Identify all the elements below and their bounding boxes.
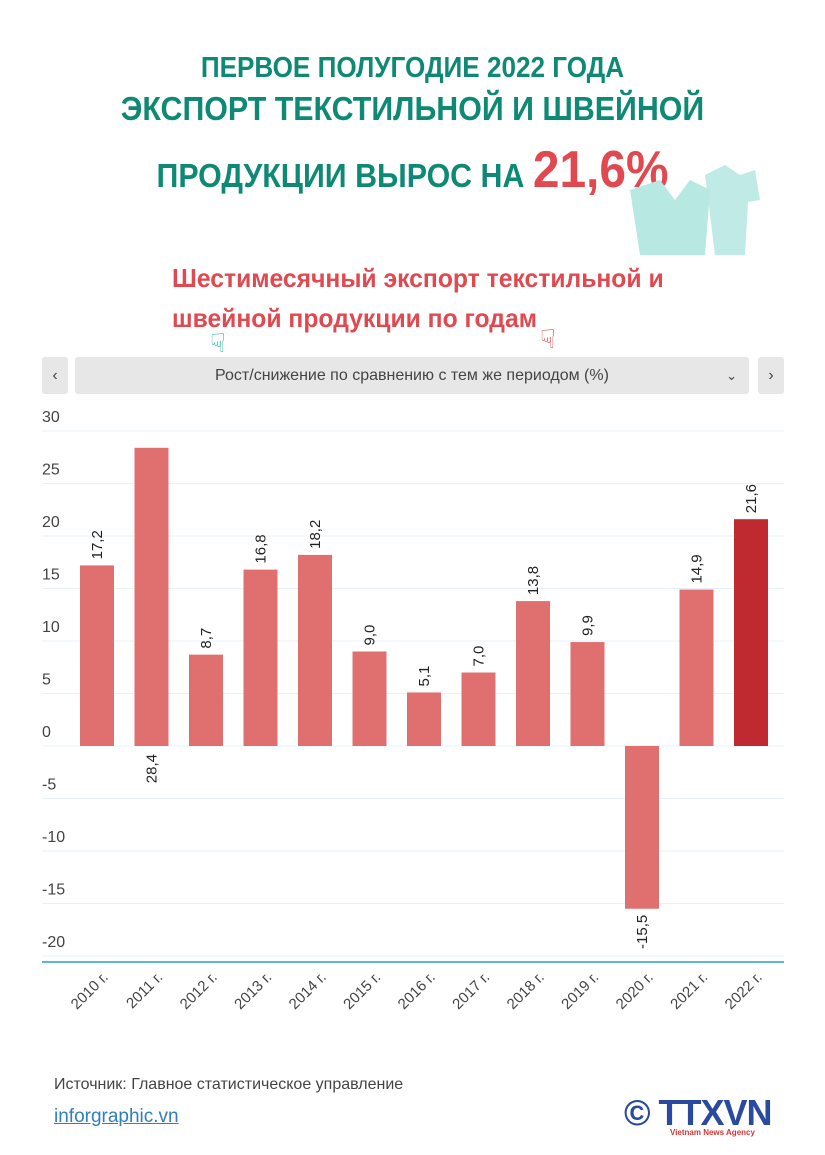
- data-label: 9,9: [580, 615, 597, 636]
- y-tick-label: -20: [42, 934, 65, 951]
- x-tick-label: 2021 г.: [667, 969, 711, 1013]
- bar: [570, 642, 605, 746]
- bar: [625, 746, 659, 909]
- y-tick-label: 10: [42, 619, 60, 636]
- bar: [679, 589, 714, 746]
- y-tick-label: 0: [42, 724, 51, 741]
- data-label: 28,4: [144, 754, 161, 783]
- y-tick-label: 30: [42, 409, 60, 426]
- data-label: 18,2: [307, 520, 324, 549]
- bar: [352, 651, 387, 746]
- data-label: 13,8: [525, 566, 542, 595]
- data-label: 9,0: [362, 625, 379, 646]
- bar: [516, 601, 550, 746]
- title-line-3-text: ПРОДУКЦИИ ВЫРОС НА: [156, 157, 525, 194]
- y-tick-label: 5: [42, 672, 51, 689]
- chart-subtitle: Шестимесячный экспорт текстильной и швей…: [172, 263, 664, 333]
- title-line-3: ПРОДУКЦИИ ВЫРОС НА 21,6%: [33, 140, 792, 200]
- x-tick-label: 2011 г.: [123, 969, 166, 1012]
- bar: [461, 672, 496, 746]
- prev-button[interactable]: ‹: [42, 357, 68, 394]
- pointing-hand-icon: ☟: [540, 324, 556, 354]
- x-tick-label: 2020 г.: [613, 969, 657, 1013]
- next-button[interactable]: ›: [758, 357, 784, 394]
- x-tick-label: 2019 г.: [558, 969, 602, 1013]
- y-tick-label: 20: [42, 514, 60, 531]
- x-tick-label: 2017 г.: [449, 969, 493, 1013]
- metric-select[interactable]: Рост/снижение по сравнению с тем же пери…: [75, 357, 749, 394]
- website-link[interactable]: inforgraphic.vn: [54, 1106, 179, 1127]
- data-label: -15,5: [634, 915, 651, 949]
- y-tick-label: 25: [42, 462, 60, 479]
- source-text: Источник: Главное статистическое управле…: [54, 1076, 404, 1093]
- title-line-1: ПЕРВОЕ ПОЛУГОДИЕ 2022 ГОДА: [200, 52, 625, 84]
- y-tick-label: -10: [42, 829, 65, 846]
- data-label: 17,2: [89, 530, 106, 559]
- x-tick-label: 2016 г.: [395, 969, 439, 1013]
- logo-text: © TTXVN: [624, 1092, 773, 1133]
- data-label: 5,1: [416, 666, 433, 687]
- bar: [734, 519, 768, 746]
- x-tick-label: 2018 г.: [504, 969, 548, 1013]
- x-tick-label: 2015 г.: [340, 969, 384, 1013]
- bar-chart: 30 25 20 15 10 5 0 -5 -10 -15 -20 17,2 2010 г. 28,4 20…: [42, 409, 784, 1013]
- title-line-2: ЭКСПОРТ ТЕКСТИЛЬНОЙ И ШВЕЙНОЙ: [120, 90, 705, 127]
- x-tick-label: 2014 г.: [286, 969, 330, 1013]
- x-tick-label: 2012 г.: [177, 969, 221, 1013]
- data-label: 14,9: [689, 554, 706, 583]
- x-tick-label: 2010 г.: [68, 969, 112, 1013]
- data-label: 7,0: [471, 646, 488, 667]
- data-label: 8,7: [198, 628, 215, 649]
- bar: [134, 447, 169, 746]
- bar: [298, 554, 332, 746]
- data-label: 16,8: [253, 534, 270, 563]
- pointing-hand-icon: ☟: [210, 328, 226, 358]
- x-tick-label: 2022 г.: [722, 969, 766, 1013]
- bar: [80, 565, 114, 746]
- bar: [189, 654, 223, 746]
- clothes-icon: [630, 165, 760, 255]
- y-tick-label: -15: [42, 882, 65, 899]
- chevron-down-icon: ⌄: [726, 367, 737, 383]
- x-tick-label: 2013 г.: [231, 969, 275, 1013]
- bar: [243, 569, 278, 746]
- y-tick-label: -5: [42, 777, 56, 794]
- metric-select-label: Рост/снижение по сравнению с тем же пери…: [215, 366, 609, 384]
- logo-tagline: Vietnam News Agency: [670, 1128, 755, 1137]
- bar: [407, 692, 441, 746]
- ttxvn-logo: © TTXVN Vietnam News Agency: [624, 1092, 773, 1137]
- y-tick-label: 15: [42, 567, 60, 584]
- data-label: 21,6: [743, 484, 760, 513]
